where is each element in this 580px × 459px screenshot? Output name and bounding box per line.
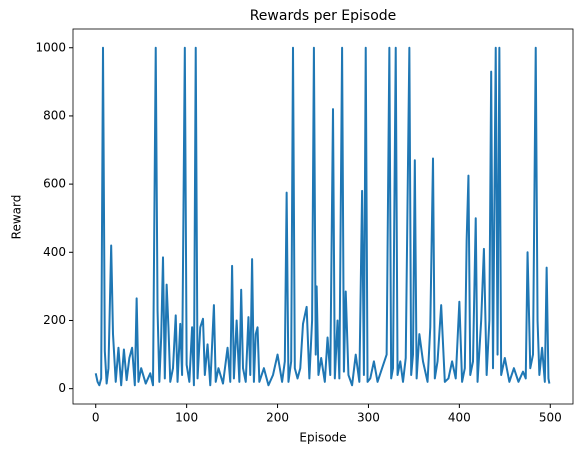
chart-title: Rewards per Episode (250, 8, 397, 24)
y-tick-label: 800 (43, 108, 66, 122)
x-tick-label: 300 (357, 411, 380, 425)
line-series (94, 46, 551, 387)
y-tick-label: 1000 (35, 40, 66, 54)
x-axis-label: Episode (299, 431, 346, 445)
y-tick-label: 400 (43, 245, 66, 259)
x-tick-label: 400 (448, 411, 471, 425)
x-tick-label: 500 (539, 411, 562, 425)
y-tick-label: 200 (43, 313, 66, 327)
y-tick-label: 600 (43, 177, 66, 191)
plot-frame (72, 28, 574, 405)
y-tick-label: 0 (58, 381, 66, 395)
x-tick-label: 200 (266, 411, 289, 425)
y-axis-label: Reward (10, 195, 24, 240)
x-tick-label: 100 (175, 411, 198, 425)
x-tick-label: 0 (92, 411, 100, 425)
